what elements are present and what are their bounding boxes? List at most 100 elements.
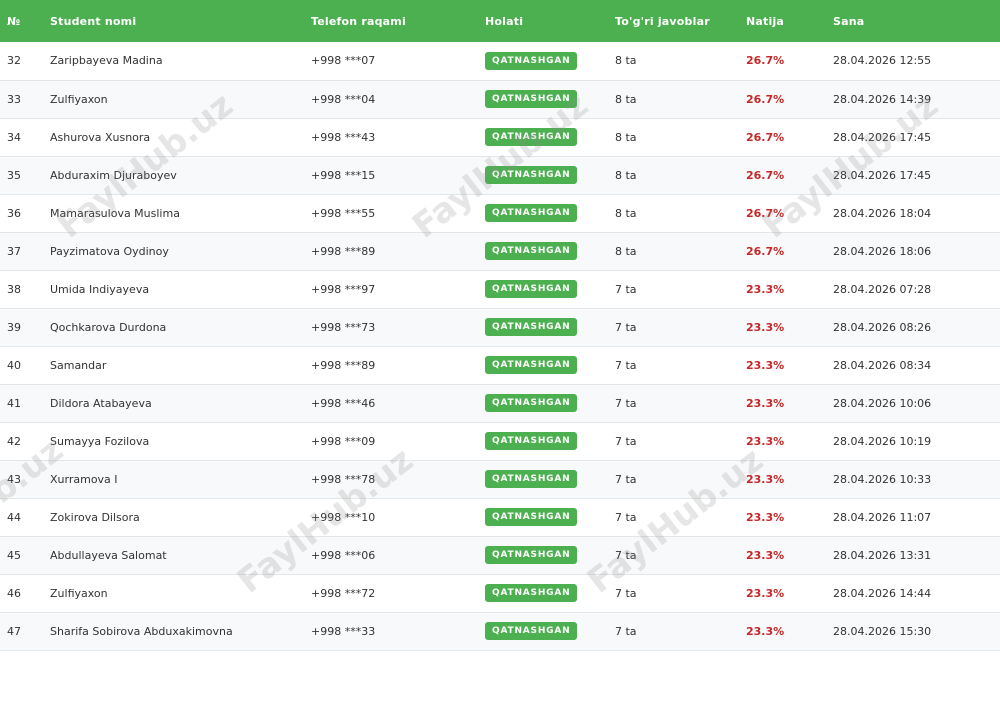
cell-phone: +998 ***15 [311,168,376,182]
result-percentage: 26.7% [746,168,785,182]
status-badge: QATNASHGAN [485,584,578,602]
result-percentage: 26.7% [746,206,785,220]
cell-number: 34 [7,130,21,144]
cell-phone: +998 ***72 [311,586,376,600]
result-percentage: 23.3% [746,624,785,638]
cell-status: QATNASHGAN [485,194,615,232]
cell-correct-answers: 7 ta [615,510,637,524]
cell-result: 26.7% [746,118,833,156]
cell-number: 42 [7,434,21,448]
cell-correct-answers: 7 ta [615,320,637,334]
cell-status: QATNASHGAN [485,42,615,80]
cell-result: 26.7% [746,80,833,118]
cell-correct-answers: 8 ta [615,244,637,258]
cell-status: QATNASHGAN [485,536,615,574]
cell-number: 39 [7,320,21,334]
cell-date: 28.04.2026 10:19 [833,434,932,448]
status-badge: QATNASHGAN [485,166,578,184]
cell-date: 28.04.2026 08:34 [833,358,932,372]
result-percentage: 23.3% [746,358,785,372]
status-badge: QATNASHGAN [485,90,578,108]
table-body: 32 Zaripbayeva Madina +998 ***07 QATNASHGAN… [0,42,1000,650]
cell-student-name: Mamarasulova Muslima [50,206,180,220]
status-badge: QATNASHGAN [485,432,578,450]
header-number: № [7,14,21,28]
header-date: Sana [833,14,865,28]
table-row: 34 Ashurova Xusnora +998 ***43 QATNASHGAN 8 … [0,118,1000,156]
result-percentage: 23.3% [746,586,785,600]
cell-status: QATNASHGAN [485,118,615,156]
cell-correct-answers: 7 ta [615,282,637,296]
cell-student-name: Payzimatova Oydinoy [50,244,169,258]
cell-phone: +998 ***07 [311,54,376,68]
cell-student-name: Sumayya Fozilova [50,434,150,448]
table-row: 33 Zulfiyaxon +998 ***04 QATNASHGAN 8 ta 26.7… [0,80,1000,118]
cell-date: 28.04.2026 17:45 [833,168,932,182]
cell-date: 28.04.2026 15:30 [833,624,932,638]
cell-date: 28.04.2026 18:06 [833,244,932,258]
cell-number: 35 [7,168,21,182]
cell-student-name: Zulfiyaxon [50,586,108,600]
status-badge: QATNASHGAN [485,470,578,488]
cell-number: 46 [7,586,21,600]
cell-phone: +998 ***46 [311,396,376,410]
cell-correct-answers: 7 ta [615,358,637,372]
cell-phone: +998 ***43 [311,130,376,144]
cell-result: 26.7% [746,156,833,194]
table-header: № Student nomi Telefon raqami Holati To'… [0,0,1000,42]
cell-number: 41 [7,396,21,410]
cell-status: QATNASHGAN [485,574,615,612]
cell-student-name: Umida Indiyayeva [50,282,150,296]
cell-correct-answers: 8 ta [615,206,637,220]
cell-date: 28.04.2026 10:06 [833,396,932,410]
status-badge: QATNASHGAN [485,204,578,222]
table-row: 36 Mamarasulova Muslima +998 ***55 QATNASHG… [0,194,1000,232]
result-percentage: 23.3% [746,472,785,486]
cell-phone: +998 ***97 [311,282,376,296]
cell-number: 38 [7,282,21,296]
table-row: 39 Qochkarova Durdona +998 ***73 QATNASHGAN… [0,308,1000,346]
cell-phone: +998 ***33 [311,624,376,638]
status-badge: QATNASHGAN [485,394,578,412]
cell-date: 28.04.2026 11:07 [833,510,932,524]
table-row: 42 Sumayya Fozilova +998 ***09 QATNASHGAN 7 … [0,422,1000,460]
cell-result: 23.3% [746,308,833,346]
cell-phone: +998 ***10 [311,510,376,524]
result-percentage: 23.3% [746,548,785,562]
cell-phone: +998 ***04 [311,92,376,106]
cell-student-name: Abdullayeva Salomat [50,548,167,562]
cell-status: QATNASHGAN [485,156,615,194]
cell-correct-answers: 7 ta [615,434,637,448]
result-percentage: 26.7% [746,244,785,258]
cell-result: 23.3% [746,612,833,650]
table-row: 43 Xurramova I +998 ***78 QATNASHGAN 7 ta 23.… [0,460,1000,498]
cell-date: 28.04.2026 13:31 [833,548,932,562]
cell-student-name: Zulfiyaxon [50,92,108,106]
table-row: 35 Abduraxim Djuraboyev +998 ***15 QATNASHG… [0,156,1000,194]
status-badge: QATNASHGAN [485,622,578,640]
header-result: Natija [746,14,785,28]
header-phone: Telefon raqami [311,14,406,28]
cell-correct-answers: 7 ta [615,396,637,410]
cell-number: 47 [7,624,21,638]
cell-date: 28.04.2026 10:33 [833,472,932,486]
cell-student-name: Abduraxim Djuraboyev [50,168,177,182]
header-row: № Student nomi Telefon raqami Holati To'… [0,0,1000,42]
cell-status: QATNASHGAN [485,498,615,536]
cell-status: QATNASHGAN [485,422,615,460]
cell-status: QATNASHGAN [485,460,615,498]
cell-result: 23.3% [746,384,833,422]
table-row: 45 Abdullayeva Salomat +998 ***06 QATNASHGA… [0,536,1000,574]
cell-number: 36 [7,206,21,220]
cell-phone: +998 ***06 [311,548,376,562]
cell-correct-answers: 8 ta [615,168,637,182]
status-badge: QATNASHGAN [485,508,578,526]
cell-student-name: Dildora Atabayeva [50,396,152,410]
table-row: 41 Dildora Atabayeva +998 ***46 QATNASHGAN 7… [0,384,1000,422]
result-percentage: 23.3% [746,434,785,448]
cell-date: 28.04.2026 12:55 [833,54,932,68]
cell-number: 33 [7,92,21,106]
cell-result: 23.3% [746,270,833,308]
cell-phone: +998 ***73 [311,320,376,334]
cell-status: QATNASHGAN [485,80,615,118]
